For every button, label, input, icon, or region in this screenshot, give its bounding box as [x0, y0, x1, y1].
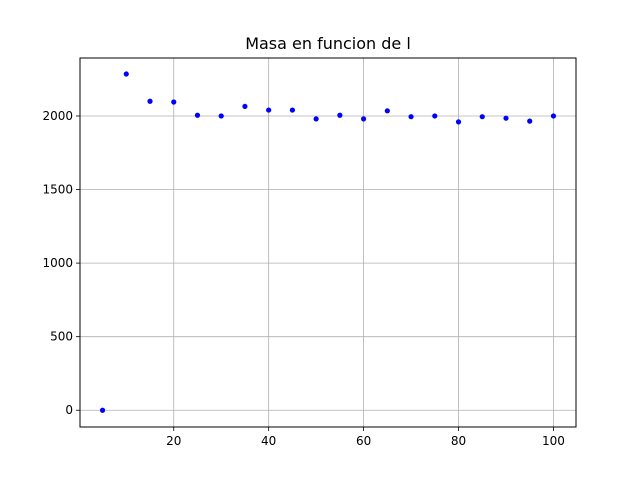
plot-frame [79, 57, 577, 428]
x-tick-label: 40 [261, 434, 276, 448]
y-tick-label: 1000 [42, 256, 73, 270]
data-point [123, 71, 129, 77]
data-point [432, 113, 438, 119]
data-point [455, 119, 462, 125]
x-tick-label: 80 [451, 434, 466, 448]
x-tick-label: 100 [542, 434, 565, 448]
x-axis: 20 40 60 80 100 [166, 427, 565, 448]
y-tick-label: 1500 [42, 183, 73, 197]
data-point [313, 116, 319, 122]
data-point [99, 407, 106, 413]
data-point [194, 112, 201, 118]
data-point [384, 108, 390, 114]
y-tick-label: 2000 [42, 109, 73, 123]
data-point [266, 107, 272, 113]
y-tick-label: 500 [50, 330, 73, 344]
chart-title: Masa en funcion de l [245, 34, 411, 53]
x-tick-label: 20 [166, 434, 181, 448]
data-point [171, 99, 177, 105]
data-point [479, 114, 485, 120]
data-point [337, 112, 343, 118]
data-point [550, 113, 557, 119]
data-point [527, 118, 533, 124]
data-point [242, 103, 248, 110]
data-point [408, 114, 414, 120]
data-point [218, 113, 224, 119]
x-tick-label: 60 [356, 434, 371, 448]
data-points [99, 71, 557, 413]
data-point [147, 98, 153, 104]
data-point [360, 116, 367, 122]
data-point [503, 115, 509, 121]
data-point [289, 107, 296, 113]
y-tick-label: 0 [65, 403, 73, 417]
y-axis: 0 500 1000 1500 2000 [42, 109, 80, 417]
